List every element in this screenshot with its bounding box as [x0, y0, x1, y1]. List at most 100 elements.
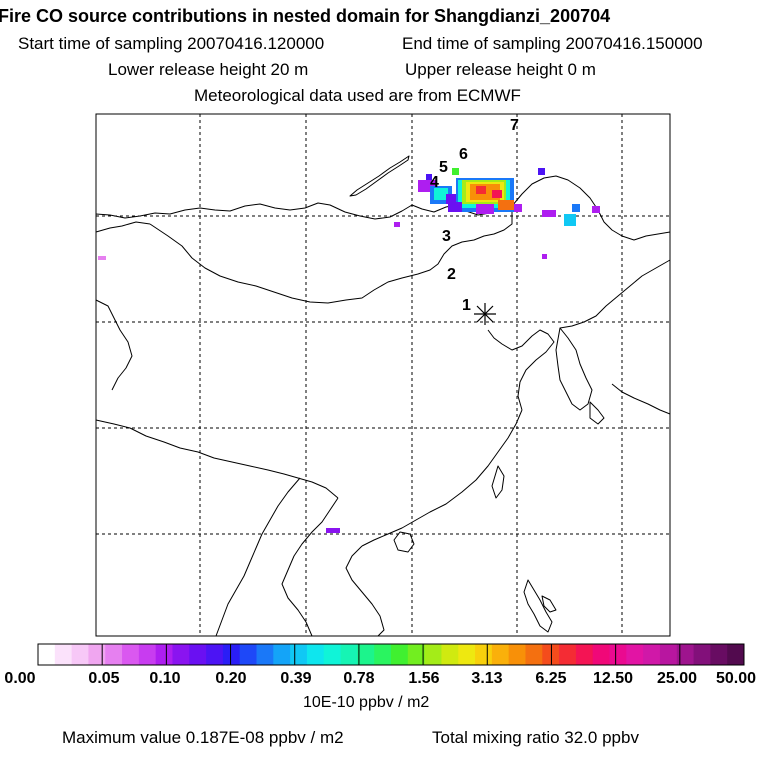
colorbar-swatch [391, 644, 409, 665]
co-cell [476, 186, 486, 194]
co-cell [572, 204, 580, 212]
colorbar-swatch [475, 644, 493, 665]
colorbar-swatch [155, 644, 173, 665]
sampling-start-time: Start time of sampling 20070416.120000 [18, 34, 325, 53]
japan-islands [611, 383, 671, 415]
trajectory-label-1: 1 [462, 297, 471, 314]
trajectory-label-3: 3 [442, 228, 451, 245]
colorbar-tick-label: 6.25 [535, 670, 567, 687]
co-cell [564, 214, 576, 226]
colorbar-swatch [441, 644, 459, 665]
bohai-coast [487, 329, 555, 411]
trajectory-label-7: 7 [510, 117, 519, 134]
colorbar-tick-label: 25.00 [656, 670, 698, 687]
colorbar-swatch [525, 644, 543, 665]
colorbar-swatch [290, 644, 308, 665]
upper-release-height: Upper release height 0 m [405, 60, 596, 79]
co-cell [542, 254, 547, 259]
colorbar-swatch [727, 644, 745, 665]
philippine-islets [541, 595, 557, 613]
china-kazakhstan-border [95, 221, 151, 233]
colorbar-swatch [407, 644, 426, 665]
colorbar-swatch [676, 644, 694, 665]
colorbar-swatch [458, 644, 476, 665]
colorbar-tick-label: 0.39 [280, 670, 312, 687]
colorbar-units: 10E-10 ppbv / m2 [303, 694, 430, 711]
philippine-islands [523, 579, 553, 633]
lake-baikal [349, 155, 410, 197]
colorbar-swatch [659, 644, 678, 665]
himalaya-border [95, 419, 339, 499]
colorbar-tick-label: 12.50 [592, 670, 634, 687]
map-frame [95, 113, 671, 637]
colorbar-swatch [643, 644, 661, 665]
colorbar-swatch [122, 644, 140, 665]
co-cell [394, 222, 400, 227]
colorbar-swatch [559, 644, 577, 665]
colorbar-swatch [491, 644, 510, 665]
colorbar-swatch [206, 644, 224, 665]
indochina-coast [345, 545, 385, 637]
colorbar-swatch [357, 644, 375, 665]
colorbar-swatch [693, 644, 711, 665]
china-east-coast [361, 409, 523, 547]
sampling-end-time: End time of sampling 20070416.150000 [402, 34, 703, 53]
co-cell [434, 188, 448, 200]
co-contribution-field [98, 168, 600, 533]
colorbar-swatch [609, 644, 627, 665]
colorbar-swatch [256, 644, 274, 665]
lower-release-height: Lower release height 20 m [108, 60, 309, 79]
colorbar-tick-label: 3.13 [471, 670, 503, 687]
colorbar-tick-label: 1.56 [408, 670, 440, 687]
colorbar-swatch [54, 644, 73, 665]
trajectory-label-4: 4 [430, 174, 439, 191]
colorbar-swatch [172, 644, 190, 665]
co-cell [326, 528, 340, 533]
colorbar [38, 644, 745, 665]
ne-china-korea-border [559, 259, 671, 329]
co-cell [476, 204, 494, 214]
co-cell [592, 206, 600, 213]
borders-coastlines [95, 155, 671, 637]
co-cell [98, 256, 106, 260]
colorbar-tick-label: 0.00 [4, 670, 36, 687]
china-western-border [95, 299, 133, 391]
co-cell [492, 190, 502, 198]
map-title: Fire CO source contributions in nested d… [0, 6, 611, 26]
china-mongolia-border [149, 206, 513, 304]
colorbar-swatch [626, 644, 644, 665]
trajectory-label-6: 6 [459, 146, 468, 163]
colorbar-swatch [575, 644, 594, 665]
colorbar-swatch [306, 644, 325, 665]
graticule [96, 114, 670, 636]
co-cell [514, 204, 522, 212]
co-cell [538, 168, 545, 175]
colorbar-swatch [138, 644, 157, 665]
colorbar-swatch [340, 644, 358, 665]
colorbar-swatch [323, 644, 341, 665]
colorbar-tick-label: 0.78 [343, 670, 375, 687]
co-cell [426, 174, 432, 180]
trajectory-label-2: 2 [447, 266, 456, 283]
colorbar-swatch [38, 644, 56, 665]
taiwan-island [491, 465, 505, 499]
meteorological-data-note: Meteorological data used are from ECMWF [194, 86, 521, 105]
co-cell [448, 202, 462, 212]
hainan-island [393, 531, 415, 553]
trajectory-label-5: 5 [439, 159, 448, 176]
indochina-borders [281, 497, 339, 637]
co-cell [498, 200, 514, 210]
colorbar-swatch [542, 644, 560, 665]
colorbar-swatch [239, 644, 257, 665]
japan-kyushu [589, 401, 605, 425]
colorbar-swatch [105, 644, 123, 665]
russia-china-border [511, 175, 671, 241]
colorbar-swatch [273, 644, 291, 665]
colorbar-swatch [88, 644, 106, 665]
total-mixing-ratio: Total mixing ratio 32.0 ppbv [432, 728, 639, 747]
colorbar-swatch [508, 644, 526, 665]
colorbar-swatch [71, 644, 89, 665]
colorbar-swatch [592, 644, 610, 665]
colorbar-swatch [710, 644, 728, 665]
colorbar-tick-label: 0.20 [215, 670, 247, 687]
